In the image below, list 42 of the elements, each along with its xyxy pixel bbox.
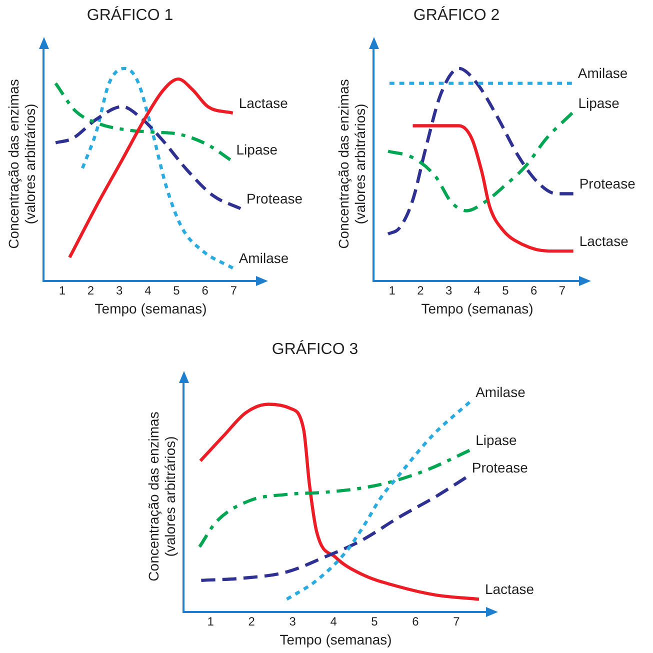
- x-tick-label: 3: [289, 614, 296, 628]
- chart-title: GRÁFICO 3: [272, 340, 358, 358]
- series-label: Protease: [579, 176, 636, 192]
- x-tick-label: 4: [144, 283, 152, 298]
- series-label: Lipase: [476, 432, 518, 448]
- x-tick-label: 5: [173, 283, 180, 298]
- series-label: Amilase: [238, 250, 289, 266]
- x-axis-title: Tempo (semanas): [421, 300, 534, 316]
- x-axis-title: Tempo (semanas): [94, 300, 207, 316]
- series-label: Amilase: [578, 65, 628, 82]
- series-label: Protease: [472, 459, 528, 476]
- x-tick-label: 5: [502, 283, 510, 298]
- chart-title: GRÁFICO 2: [413, 6, 500, 24]
- y-axis-title: Concentração das enzimas (valores arbitrários): [5, 79, 38, 249]
- x-tick-label: 2: [87, 283, 94, 298]
- series-label: Lipase: [236, 142, 278, 158]
- y-axis-title: Concentração das enzimas (valores arbitrários): [145, 412, 178, 582]
- series-label: Lactase: [238, 94, 288, 111]
- x-tick-label: 1: [58, 283, 66, 298]
- series-label: Lactase: [484, 581, 534, 598]
- x-tick-label: 5: [371, 614, 378, 628]
- y-axis-title: Concentração das enzimas (valores arbitrários): [335, 79, 368, 249]
- x-tick-label: 6: [202, 283, 209, 298]
- x-tick-label: 1: [207, 614, 214, 628]
- x-tick-label: 6: [412, 614, 420, 628]
- series-label: Lactase: [579, 232, 629, 249]
- x-tick-label: 4: [330, 614, 338, 628]
- series-label: Protease: [246, 190, 303, 206]
- x-tick-label: 7: [453, 614, 460, 628]
- x-tick-label: 2: [417, 283, 424, 298]
- x-tick-label: 7: [230, 283, 238, 298]
- series-label: Amilase: [476, 384, 526, 400]
- series-label: Lipase: [578, 94, 620, 111]
- x-tick-label: 3: [445, 283, 452, 298]
- chart-title: GRÁFICO 1: [86, 6, 174, 24]
- x-axis-title: Tempo (semanas): [280, 631, 392, 648]
- x-tick-label: 7: [558, 283, 566, 298]
- x-tick-label: 2: [248, 614, 256, 628]
- x-tick-label: 6: [530, 283, 538, 298]
- x-tick-label: 4: [474, 283, 481, 298]
- x-tick-label: 1: [388, 283, 396, 298]
- x-tick-label: 3: [116, 283, 124, 298]
